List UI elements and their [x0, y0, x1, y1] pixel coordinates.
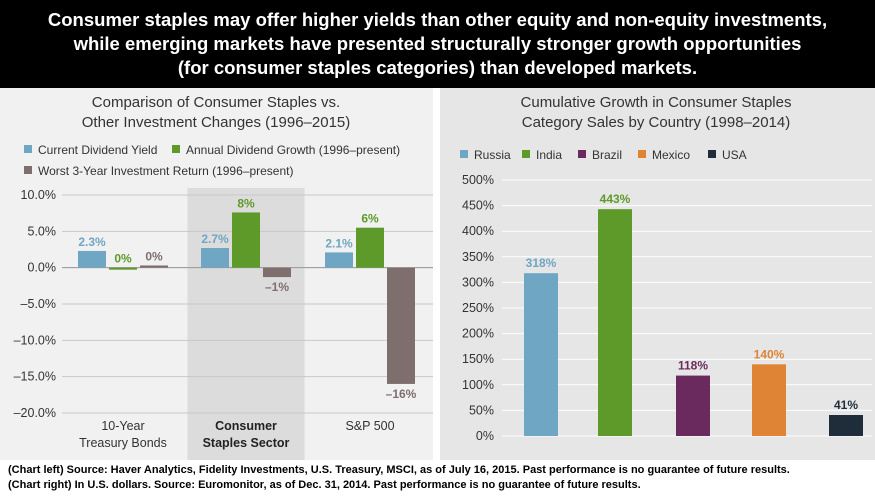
source-footnote: (Chart left) Source: Haver Analytics, Fi… [0, 460, 875, 499]
headline-line-1: Consumer staples may offer higher yields… [47, 9, 828, 30]
bar [232, 212, 260, 268]
bar [752, 364, 786, 436]
left-chart-panel: Comparison of Consumer Staples vs. Other … [0, 88, 433, 460]
y-tick-label: 350% [462, 250, 494, 264]
data-label: 8% [237, 196, 255, 210]
legend-swatch [578, 150, 586, 158]
right-chart: Cumulative Growth in Consumer Staples Cat… [460, 94, 872, 443]
bar [524, 273, 558, 436]
category-label: Consumer [215, 419, 277, 433]
legend-label: Mexico [652, 148, 690, 162]
bar [356, 227, 384, 268]
data-label: 140% [754, 347, 785, 361]
category-label: Staples Sector [203, 436, 290, 450]
data-label: 6% [361, 212, 379, 226]
y-tick-label: –15.0% [14, 370, 56, 384]
bar [676, 375, 710, 436]
y-tick-label: 10.0% [21, 188, 56, 202]
right-chart-panel: Cumulative Growth in Consumer Staples Cat… [440, 88, 875, 460]
bar [387, 267, 415, 384]
bar [829, 415, 863, 436]
y-tick-label: 50% [469, 403, 494, 417]
data-label: 2.7% [201, 232, 229, 246]
bar [140, 265, 168, 268]
data-label: 0% [145, 249, 163, 263]
legend-swatch [708, 150, 716, 158]
y-tick-label: 500% [462, 173, 494, 187]
bar [201, 248, 229, 268]
bar [78, 250, 106, 268]
data-label: 41% [834, 398, 858, 412]
legend-label: India [536, 148, 562, 162]
y-tick-label: 250% [462, 301, 494, 315]
legend-swatch [172, 145, 180, 153]
y-tick-label: 100% [462, 378, 494, 392]
data-label: 0% [114, 252, 132, 266]
y-tick-label: 300% [462, 275, 494, 289]
y-tick-label: –10.0% [14, 333, 56, 347]
left-chart-title: Other Investment Changes (1996–2015) [82, 114, 351, 131]
legend-swatch [24, 145, 32, 153]
y-tick-label: –5.0% [21, 297, 56, 311]
right-chart-title: Cumulative Growth in Consumer Staples [521, 94, 792, 111]
data-label: 2.3% [78, 235, 106, 249]
left-chart-title: Comparison of Consumer Staples vs. [92, 94, 340, 111]
data-label: 2.1% [325, 236, 353, 250]
y-tick-label: 5.0% [28, 224, 57, 238]
footnote-line-1: (Chart left) Source: Haver Analytics, Fi… [8, 464, 790, 476]
data-label: 443% [600, 192, 631, 206]
y-tick-label: 0% [476, 429, 494, 443]
y-tick-label: 0.0% [28, 261, 57, 275]
legend-label: Brazil [592, 148, 622, 162]
legend-swatch [638, 150, 646, 158]
legend-swatch [522, 150, 530, 158]
y-tick-label: 150% [462, 352, 494, 366]
legend-label: USA [722, 148, 747, 162]
bar [263, 267, 291, 278]
data-label: 118% [678, 359, 708, 373]
data-label: –1% [265, 280, 289, 294]
y-tick-label: –20.0% [14, 406, 56, 420]
legend-label: Russia [474, 148, 511, 162]
bar [598, 209, 632, 436]
category-label: 10-Year [101, 419, 144, 433]
data-label: 318% [526, 256, 557, 270]
bar [109, 267, 137, 270]
legend-label: Annual Dividend Growth (1996–present) [186, 143, 400, 157]
legend-swatch [460, 150, 468, 158]
category-label: Treasury Bonds [79, 436, 167, 450]
legend-label: Worst 3-Year Investment Return (1996–pre… [38, 164, 293, 178]
left-chart: Comparison of Consumer Staples vs. Other … [14, 94, 433, 460]
headline-line-2: while emerging markets have presented st… [73, 33, 802, 54]
bar [325, 252, 353, 268]
data-label: –16% [386, 387, 417, 401]
y-tick-label: 200% [462, 327, 494, 341]
legend-label: Current Dividend Yield [38, 143, 157, 157]
legend-swatch [24, 166, 32, 174]
headline-banner: Consumer staples may offer higher yields… [0, 0, 875, 88]
footnote-line-2: (Chart right) In U.S. dollars. Source: E… [8, 479, 641, 491]
y-tick-label: 400% [462, 224, 494, 238]
y-tick-label: 450% [462, 199, 494, 213]
right-chart-title: Category Sales by Country (1998–2014) [522, 114, 791, 131]
headline-line-3: (for consumer staples categories) than d… [177, 57, 698, 78]
category-label: S&P 500 [345, 419, 394, 433]
